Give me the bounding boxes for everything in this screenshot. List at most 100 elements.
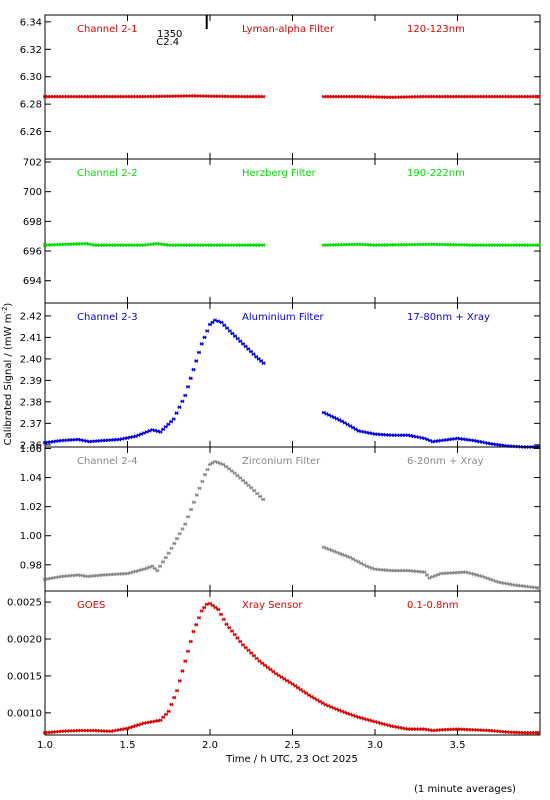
y-tick-label: 702 [23,157,42,168]
data-point [235,636,240,640]
data-point [232,632,237,637]
data-point [348,424,353,428]
y-axis-label: Calibrated Signal / (mW m-2) [1,303,14,446]
data-point [296,685,300,690]
y-tick-label: 6.30 [20,72,42,83]
data-point [188,376,193,381]
data-point [225,326,230,330]
x-tick-label: 3.0 [367,740,383,751]
panel-frame [44,14,541,160]
data-point [315,698,320,702]
y-tick-label: 0.98 [20,560,42,571]
y-tick-label: 6.32 [20,45,42,56]
data-point [81,438,86,443]
data-point [238,339,243,344]
x-axis-label: Time / h UTC, 23 Oct 2025 [225,754,358,765]
data-point [243,344,248,349]
data-point [536,243,541,247]
data-point [251,352,256,357]
data-point [158,564,163,569]
data-point [169,546,174,551]
data-point [199,609,204,613]
data-point [169,702,174,707]
data-point [320,701,325,705]
data-point [254,656,259,661]
data-point [197,350,201,355]
panel-frame [44,302,541,448]
data-point [171,417,176,421]
y-tick-label: 2.40 [20,354,42,365]
data-point [180,527,185,531]
data-point [309,694,314,699]
data-point [246,648,251,653]
panel-filter-label: Lyman-alpha Filter [242,24,335,35]
data-point [186,384,190,389]
data-point [161,427,166,432]
series-markers [43,241,541,247]
panel-2: 694 696 698 700 702 Channel 2-2 Herzberg Filte… [23,157,541,304]
data-point [282,677,287,681]
series-markers [43,318,541,449]
data-point [342,420,347,425]
data-point [226,466,231,471]
data-point [246,347,251,351]
data-point [230,331,235,336]
event-marker: 1350 C2.4 [156,15,208,48]
y-tick-label: 1.04 [20,473,42,484]
data-point [279,675,284,680]
data-point [276,673,281,678]
data-point [210,603,215,608]
data-point [163,424,168,429]
data-point [261,243,266,247]
panel-band-label: 6-20nm + Xray [407,456,484,467]
data-point [203,472,208,477]
event-marker-time-label: 1350 [157,29,182,40]
y-tick-label: 0.0015 [7,671,42,682]
data-point [191,367,196,372]
data-point [235,473,240,478]
data-point [261,94,266,99]
data-point [536,94,541,99]
data-point [219,612,223,617]
chart-panels: 6.26 6.28 6.30 6.32 6.34 Channel 2-1 Lyman-alp… [7,14,541,751]
data-point [318,699,322,704]
data-point [340,419,344,424]
data-point [191,500,196,505]
data-point [202,605,207,610]
series-markers [43,601,541,735]
y-tick-label: 1.06 [20,444,42,455]
data-point [232,471,237,476]
y-tick-label: 1.00 [20,531,42,542]
data-point [174,411,179,416]
data-point [255,491,260,496]
data-point [172,541,177,546]
x-tick-label: 1.0 [37,740,53,751]
data-point [204,602,209,607]
data-point [293,684,298,688]
data-point [202,335,207,340]
panel-filter-label: Xray Sensor [242,600,303,611]
data-point [287,680,292,685]
panel-3: 2.36 2.37 2.38 2.39 2.40 2.41 2.42 Channel 2-3 A… [20,302,541,451]
panel-5: 0.0010 0.0015 0.0020 0.0025 1.0 1.5 2.0 2.5 3.0 3… [7,590,541,751]
y-tick-label: 2.37 [20,419,42,430]
data-point [246,483,251,488]
data-point [227,329,232,333]
data-point [172,695,177,700]
y-tick-label: 2.36 [20,440,42,451]
footnote: (1 minute averages) [414,784,516,795]
y-tick-label: 2.39 [20,376,42,387]
data-point [183,659,188,664]
y-tick-label: 694 [23,276,42,287]
data-point [166,551,171,556]
data-point [252,653,256,658]
data-point [227,625,232,630]
data-point [155,568,160,573]
y-tick-label: 0.0010 [7,708,42,719]
data-point [353,427,358,432]
data-point [252,488,257,493]
data-point [212,318,217,323]
data-point [166,709,171,714]
data-point [164,712,168,717]
panel-filter-label: Zirconium Filter [242,456,321,467]
